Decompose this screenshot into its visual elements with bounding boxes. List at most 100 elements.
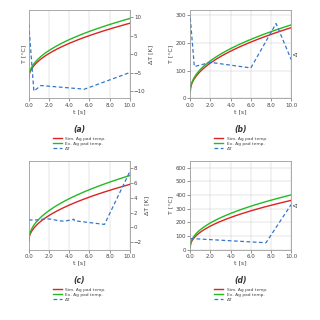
Text: (d): (d) (235, 276, 247, 285)
Sim. Ag pad temp. (201, 229, 204, 233)
Sim. Ag pad temp. (100, 191, 104, 195)
Ex. Ag pad temp. (221, 51, 225, 54)
ΔT (262, 43, 266, 47)
Sim. Ag pad temp. (228, 216, 232, 220)
Ex. Ag pad temp. (39, 54, 43, 58)
X-axis label: t [s]: t [s] (235, 260, 247, 265)
Line: Sim. Ag pad temp.: Sim. Ag pad temp. (29, 23, 130, 78)
Sim. Ag pad temp. (188, 90, 192, 93)
ΔT (261, 241, 265, 244)
Ex. Ag pad temp. (90, 187, 94, 190)
Sim. Ag pad temp. (201, 68, 204, 71)
ΔT (100, 222, 104, 226)
Line: Ex. Ag pad temp.: Ex. Ag pad temp. (190, 25, 291, 92)
Ex. Ag pad temp. (27, 239, 31, 243)
ΔT (289, 203, 293, 206)
Sim. Ag pad temp. (90, 194, 94, 198)
ΔT (252, 240, 256, 244)
Sim. Ag pad temp. (261, 205, 265, 209)
Sim. Ag pad temp. (27, 76, 31, 80)
Ex. Ag pad temp. (128, 17, 132, 20)
Sim. Ag pad temp. (100, 29, 104, 33)
Sim. Ag pad temp. (39, 219, 43, 223)
Sim. Ag pad temp. (39, 57, 43, 61)
Ex. Ag pad temp. (67, 38, 71, 42)
Line: Sim. Ag pad temp.: Sim. Ag pad temp. (29, 184, 130, 241)
Line: ΔT: ΔT (29, 24, 130, 91)
ΔT (221, 238, 225, 242)
Y-axis label: ΔT [K]: ΔT [K] (145, 196, 150, 215)
Text: (a): (a) (73, 125, 85, 134)
ΔT (201, 237, 204, 241)
ΔT (27, 22, 31, 26)
ΔT (261, 44, 265, 48)
Ex. Ag pad temp. (228, 47, 232, 51)
ΔT (102, 222, 106, 226)
Legend: Sim. Ag pad temp., Ex. Ag pad temp., ΔT: Sim. Ag pad temp., Ex. Ag pad temp., ΔT (53, 136, 106, 151)
Sim. Ag pad temp. (228, 49, 232, 53)
Ex. Ag pad temp. (262, 32, 266, 36)
ΔT (228, 63, 232, 67)
ΔT (128, 71, 132, 75)
ΔT (27, 218, 31, 222)
ΔT (128, 170, 132, 174)
Sim. Ag pad temp. (90, 33, 94, 36)
Y-axis label: ΔT [K]: ΔT [K] (148, 44, 153, 64)
ΔT (91, 84, 94, 88)
ΔT (100, 81, 104, 85)
Ex. Ag pad temp. (261, 33, 265, 36)
Sim. Ag pad temp. (289, 198, 293, 202)
Sim. Ag pad temp. (100, 191, 104, 195)
Ex. Ag pad temp. (27, 76, 31, 80)
Ex. Ag pad temp. (201, 66, 204, 69)
Line: ΔT: ΔT (190, 18, 291, 68)
Text: (b): (b) (235, 125, 247, 134)
Y-axis label: T [°C]: T [°C] (21, 45, 26, 63)
Sim. Ag pad temp. (252, 39, 256, 43)
ΔT (67, 86, 71, 90)
Ex. Ag pad temp. (100, 183, 104, 187)
Ex. Ag pad temp. (261, 201, 265, 204)
Ex. Ag pad temp. (60, 41, 64, 45)
ΔT (39, 218, 43, 221)
Sim. Ag pad temp. (67, 42, 71, 45)
Ex. Ag pad temp. (201, 226, 204, 230)
Legend: Sim. Ag pad temp., Ex. Ag pad temp., ΔT: Sim. Ag pad temp., Ex. Ag pad temp., ΔT (53, 287, 106, 302)
Ex. Ag pad temp. (60, 201, 64, 204)
Ex. Ag pad temp. (128, 174, 132, 178)
Ex. Ag pad temp. (100, 183, 104, 187)
Sim. Ag pad temp. (221, 53, 225, 57)
Ex. Ag pad temp. (252, 36, 256, 40)
Y-axis label: T [°C]: T [°C] (168, 196, 173, 214)
Ex. Ag pad temp. (188, 90, 192, 93)
Ex. Ag pad temp. (100, 25, 104, 29)
Sim. Ag pad temp. (27, 239, 31, 243)
Y-axis label: Δ: Δ (294, 52, 299, 56)
Ex. Ag pad temp. (289, 23, 293, 27)
Sim. Ag pad temp. (221, 219, 225, 222)
Sim. Ag pad temp. (188, 245, 192, 249)
Sim. Ag pad temp. (262, 205, 266, 209)
Ex. Ag pad temp. (188, 245, 192, 249)
Line: Ex. Ag pad temp.: Ex. Ag pad temp. (190, 195, 291, 247)
Sim. Ag pad temp. (128, 182, 132, 186)
Line: Ex. Ag pad temp.: Ex. Ag pad temp. (29, 176, 130, 241)
ΔT (188, 237, 192, 241)
Sim. Ag pad temp. (128, 21, 132, 25)
X-axis label: t [s]: t [s] (235, 109, 247, 114)
ΔT (264, 241, 268, 245)
ΔT (32, 89, 36, 93)
Sim. Ag pad temp. (67, 204, 71, 207)
Sim. Ag pad temp. (252, 208, 256, 212)
Line: ΔT: ΔT (29, 172, 130, 224)
ΔT (252, 60, 256, 64)
Y-axis label: T [°C]: T [°C] (168, 45, 173, 63)
Line: Sim. Ag pad temp.: Sim. Ag pad temp. (190, 28, 291, 92)
Ex. Ag pad temp. (221, 215, 225, 219)
Ex. Ag pad temp. (90, 28, 94, 32)
Ex. Ag pad temp. (67, 197, 71, 201)
Sim. Ag pad temp. (261, 35, 265, 39)
Ex. Ag pad temp. (228, 212, 232, 215)
Ex. Ag pad temp. (252, 203, 256, 207)
ΔT (39, 84, 43, 87)
